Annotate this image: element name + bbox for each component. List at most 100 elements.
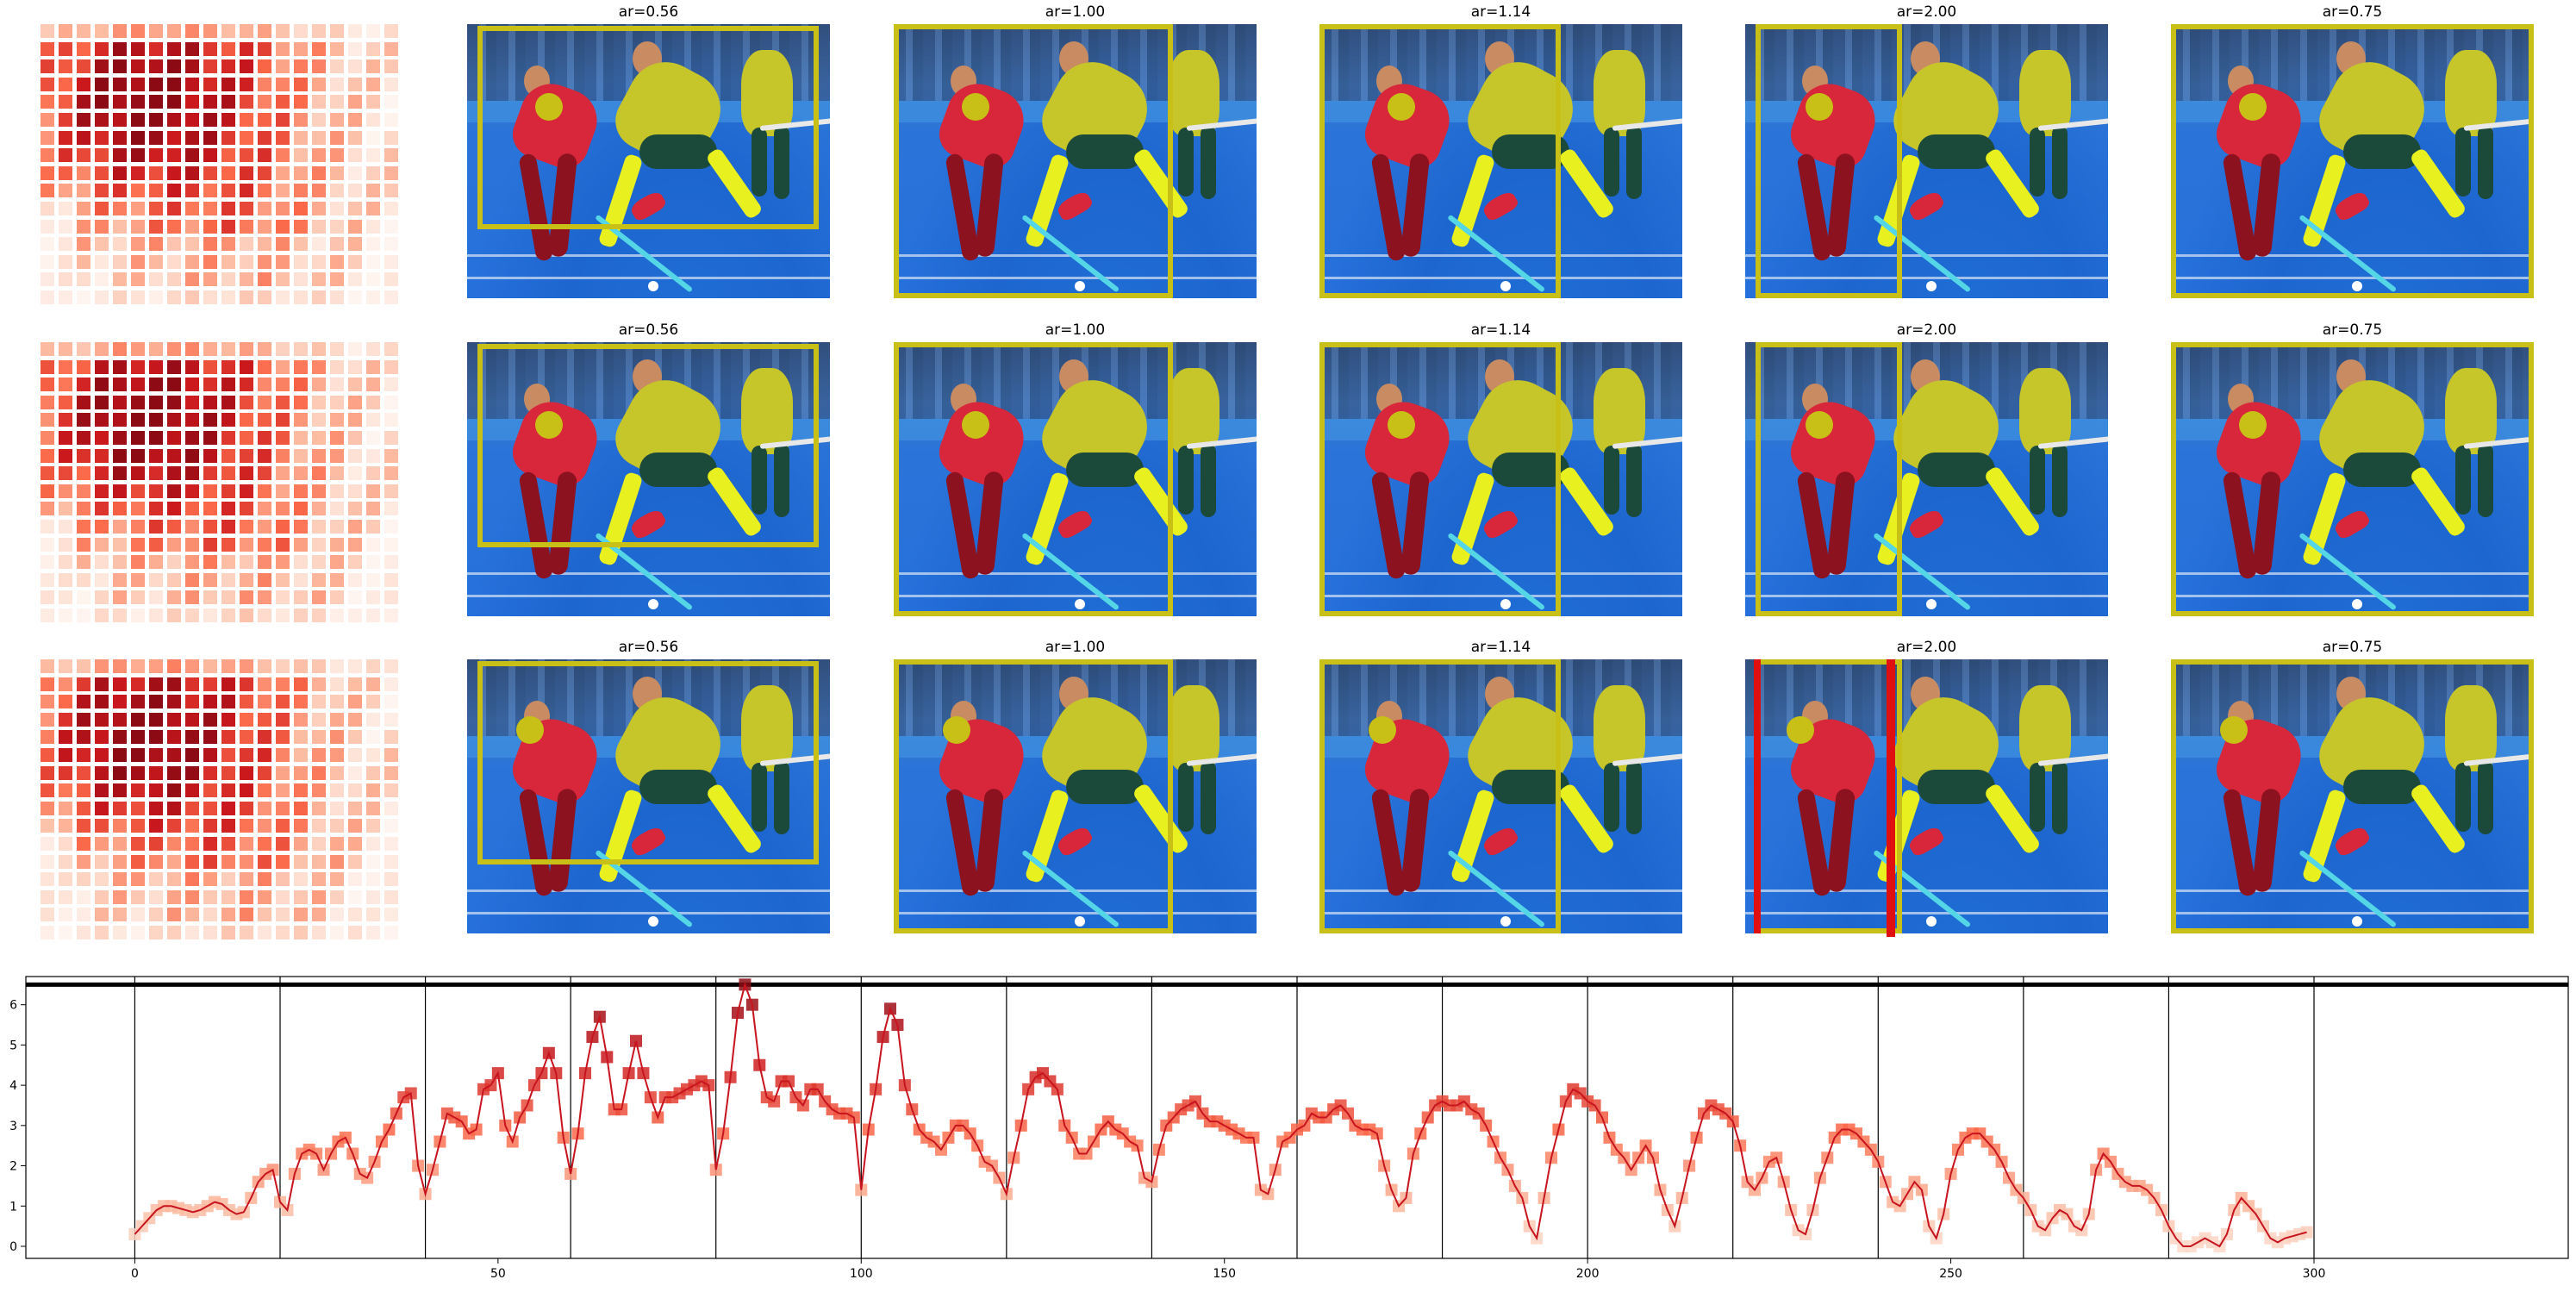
heatmap-cell — [366, 237, 380, 252]
heatmap-cell — [276, 520, 290, 534]
heatmap-cell — [41, 395, 54, 409]
heatmap-cell — [77, 59, 90, 74]
heatmap-cell — [59, 659, 72, 673]
heatmap-cell — [258, 520, 271, 534]
heatmap-cell — [366, 77, 380, 91]
heatmap-cell — [312, 926, 326, 939]
heatmap-cell — [240, 148, 253, 163]
heatmap-cell — [384, 520, 398, 534]
heatmap-cell — [203, 572, 217, 587]
heatmap-cell — [131, 590, 145, 605]
heatmap-cell — [167, 926, 181, 939]
heatmap-cell — [330, 41, 344, 56]
heatmap-cell — [149, 466, 163, 481]
heatmap-cell — [41, 889, 54, 904]
heatmap-cell — [312, 342, 326, 356]
heatmap-cell — [294, 395, 308, 409]
heatmap-cell — [41, 184, 54, 198]
heatmap-cell — [348, 730, 362, 745]
heatmap-cell — [167, 572, 181, 587]
heatmap-cell — [167, 765, 181, 780]
heatmap-cell — [240, 908, 253, 922]
heatmap-cell — [276, 24, 290, 38]
heatmap-cell — [59, 395, 72, 409]
heatmap-cell — [240, 254, 253, 269]
heatmap-cell — [185, 59, 199, 74]
heatmap-cell — [348, 413, 362, 428]
heatmap-cell — [384, 77, 398, 91]
heatmap-cell — [294, 555, 308, 570]
heatmap-cell — [203, 765, 217, 780]
heatmap-cell — [330, 272, 344, 287]
heatmap-cell — [330, 165, 344, 180]
heatmap-cell — [240, 448, 253, 463]
heatmap-cell — [185, 889, 199, 904]
hockey-ball — [1500, 281, 1511, 291]
heatmap-cell — [185, 926, 199, 939]
heatmap-cell — [203, 413, 217, 428]
heatmap-cell — [41, 165, 54, 180]
heatmap-cell — [384, 695, 398, 709]
heatmap-cell — [167, 95, 181, 109]
heatmap-cell — [41, 659, 54, 673]
heatmap-cell — [167, 113, 181, 127]
heatmap-cell — [41, 378, 54, 392]
heatmap-cell — [59, 819, 72, 833]
y-tick-label: 3 — [9, 1120, 17, 1133]
yellow-player-shorts — [1066, 453, 1144, 487]
heatmap-cell — [113, 378, 127, 392]
heatmap-cell — [240, 854, 253, 869]
heatmap-cell — [221, 342, 235, 356]
heatmap-cell — [167, 555, 181, 570]
heatmap-cell — [240, 184, 253, 198]
heatmap-cell — [240, 609, 253, 622]
heatmap-cell — [330, 908, 344, 922]
heatmap-cell — [312, 484, 326, 498]
heatmap-cell — [113, 520, 127, 534]
heatmap-cell — [276, 537, 290, 552]
heatmap-cell — [384, 395, 398, 409]
heatmap-cell — [366, 431, 380, 445]
heatmap-cell — [167, 130, 181, 145]
heatmap-cell — [41, 95, 54, 109]
heatmap-cell — [203, 730, 217, 745]
heatmap-cell — [185, 730, 199, 745]
hockey-ball — [1926, 916, 1937, 927]
heatmap-cell — [221, 572, 235, 587]
heatmap-cell — [276, 555, 290, 570]
heatmap-cell — [203, 165, 217, 180]
heatmap-cell — [131, 748, 145, 762]
heatmap-cell — [276, 765, 290, 780]
heatmap-cell — [203, 677, 217, 691]
heatmap-cell — [258, 819, 271, 833]
heatmap-cell — [240, 130, 253, 145]
background-player-leg — [2052, 761, 2068, 834]
heatmap-cell — [221, 466, 235, 481]
heatmap-cell — [330, 926, 344, 939]
yellow-player-shorts — [1918, 453, 1995, 487]
heatmap-cell — [312, 77, 326, 91]
heatmap-cell — [149, 77, 163, 91]
heatmap-cell — [95, 659, 109, 673]
heatmap-cell — [149, 520, 163, 534]
heatmap-cell — [312, 748, 326, 762]
heatmap-cell — [312, 130, 326, 145]
heatmap-cell — [149, 837, 163, 851]
heatmap-cell — [240, 783, 253, 798]
heatmap-cell — [330, 783, 344, 798]
heatmap-cell — [366, 130, 380, 145]
pitch-line — [467, 276, 830, 279]
hockey-photo — [894, 342, 1257, 616]
heatmap-cell — [384, 712, 398, 727]
panel-title: ar=2.00 — [1896, 3, 1957, 21]
heatmap-cell — [221, 520, 235, 534]
heatmap-cell — [59, 202, 72, 215]
hockey-photo — [1319, 24, 1682, 298]
heatmap-cell — [240, 378, 253, 392]
heatmap-cell — [312, 837, 326, 851]
heatmap-cell — [41, 677, 54, 691]
heatmap-cell — [167, 254, 181, 269]
heatmap-cell — [113, 609, 127, 622]
heatmap-cell — [348, 113, 362, 127]
heatmap-cell — [294, 520, 308, 534]
